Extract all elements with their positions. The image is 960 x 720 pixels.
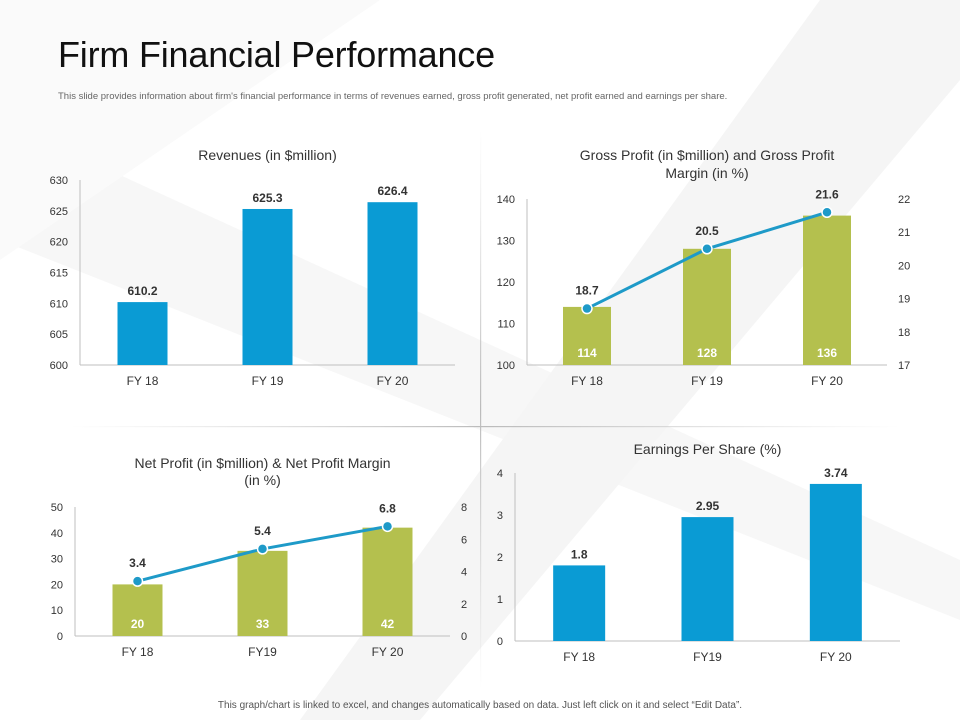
chart2-bar-value-label: 136 bbox=[817, 346, 837, 360]
chart3-y-tick-label: 50 bbox=[51, 502, 63, 514]
chart1-y-tick-label: 605 bbox=[50, 329, 68, 341]
chart4-data-label: 2.95 bbox=[696, 499, 720, 513]
chart1-data-label: 626.4 bbox=[377, 184, 407, 198]
chart2-margin-label: 21.6 bbox=[815, 187, 839, 201]
chart4-bar bbox=[553, 565, 606, 641]
chart1-x-tick-label: FY 20 bbox=[377, 374, 409, 388]
footer-note: This graph/chart is linked to excel, and… bbox=[217, 700, 743, 711]
chart2-bar-value-label: 128 bbox=[697, 346, 717, 360]
chart4-data-label: 3.74 bbox=[824, 466, 848, 480]
chart2-margin-label: 18.7 bbox=[575, 284, 599, 298]
chart1-bar bbox=[117, 302, 168, 365]
chart3-y2-tick-label: 8 bbox=[461, 502, 467, 514]
chart4-x-tick-label: FY 18 bbox=[563, 650, 595, 664]
chart2-bar-value-label: 114 bbox=[577, 346, 597, 360]
chart2-x-tick-label: FY 19 bbox=[691, 374, 723, 388]
chart2-y2-tick-label: 17 bbox=[898, 360, 910, 372]
chart1-y-tick-label: 625 bbox=[50, 206, 68, 218]
chart3-margin-label: 3.4 bbox=[129, 556, 146, 570]
chart3-title: (in %) bbox=[244, 472, 281, 488]
chart1-x-tick-label: FY 19 bbox=[252, 374, 284, 388]
chart2-x-tick-label: FY 20 bbox=[811, 374, 843, 388]
chart4-y-tick-label: 4 bbox=[497, 468, 503, 480]
eps-chart: Earnings Per Share (%) 0 1 2 3 4 FY 18 FY19 FY 2… bbox=[497, 441, 900, 664]
chart3-x-tick-label: FY 20 bbox=[372, 645, 404, 659]
chart1-x-tick-label: FY 18 bbox=[127, 374, 159, 388]
chart2-x-tick-label: FY 18 bbox=[571, 374, 603, 388]
chart1-y-tick-label: 600 bbox=[50, 360, 68, 372]
chart3-y-tick-label: 20 bbox=[51, 579, 63, 591]
chart2-y-tick-label: 100 bbox=[497, 360, 515, 372]
chart3-bar-value-label: 33 bbox=[256, 617, 270, 631]
chart3-x-tick-label: FY19 bbox=[248, 645, 277, 659]
chart3-y2-tick-label: 6 bbox=[461, 534, 467, 546]
chart3-y-tick-label: 10 bbox=[51, 605, 63, 617]
chart3-y2-tick-label: 0 bbox=[461, 631, 467, 643]
chart2-y2-tick-label: 21 bbox=[898, 227, 910, 239]
chart3-y2-tick-label: 2 bbox=[461, 599, 467, 611]
chart3-margin-label: 6.8 bbox=[379, 501, 396, 515]
chart1-bar bbox=[242, 208, 293, 365]
chart1-y-tick-label: 620 bbox=[50, 237, 68, 249]
vertical-divider bbox=[480, 130, 482, 690]
chart3-margin-label: 5.4 bbox=[254, 524, 271, 538]
chart2-bar bbox=[683, 248, 731, 365]
chart4-y-tick-label: 1 bbox=[497, 594, 503, 606]
chart3-bar bbox=[362, 527, 413, 636]
chart2-y2-tick-label: 19 bbox=[898, 294, 910, 306]
chart1-data-label: 625.3 bbox=[252, 191, 282, 205]
chart2-title: Margin (in %) bbox=[665, 165, 748, 181]
chart2-y2-tick-label: 20 bbox=[898, 260, 910, 272]
chart4-bar bbox=[681, 517, 734, 641]
chart3-bar bbox=[112, 584, 163, 636]
chart1-y-tick-label: 615 bbox=[50, 268, 68, 280]
chart3-bar-value-label: 20 bbox=[131, 617, 145, 631]
chart3-y-tick-label: 40 bbox=[51, 528, 63, 540]
chart3-margin-point bbox=[131, 575, 144, 587]
chart2-bar bbox=[803, 215, 851, 365]
chart2-margin-point bbox=[821, 206, 833, 219]
chart3-x-tick-label: FY 18 bbox=[122, 645, 154, 659]
chart2-bar bbox=[563, 306, 611, 365]
chart3-y2-tick-label: 4 bbox=[461, 567, 467, 579]
chart4-y-tick-label: 2 bbox=[497, 552, 503, 564]
gross-profit-chart: Gross Profit (in $million) and Gross Pro… bbox=[497, 147, 911, 388]
chart2-y-tick-label: 140 bbox=[497, 194, 515, 206]
chart3-margin-point bbox=[256, 543, 269, 555]
chart3-title: Net Profit (in $million) & Net Profit Ma… bbox=[135, 455, 391, 471]
page-subtitle: This slide provides information about fi… bbox=[58, 91, 728, 102]
chart3-margin-point bbox=[381, 520, 394, 533]
chart3-bar bbox=[237, 550, 288, 636]
page-title: Firm Financial Performance bbox=[58, 34, 495, 75]
chart1-y-tick-label: 630 bbox=[50, 175, 68, 187]
chart4-y-tick-label: 0 bbox=[497, 636, 503, 648]
chart4-bar bbox=[809, 483, 862, 641]
chart1-y-tick-label: 610 bbox=[50, 298, 68, 310]
chart2-margin-point bbox=[701, 243, 713, 255]
chart4-data-label: 1.8 bbox=[571, 547, 588, 561]
chart3-bar-value-label: 42 bbox=[381, 617, 395, 631]
chart2-margin-label: 20.5 bbox=[695, 224, 719, 238]
chart1-bar bbox=[367, 202, 418, 365]
chart4-x-tick-label: FY 20 bbox=[820, 650, 852, 664]
chart2-y-tick-label: 130 bbox=[497, 236, 515, 248]
chart2-margin-point bbox=[581, 302, 593, 315]
chart4-title: Earnings Per Share (%) bbox=[634, 441, 782, 457]
chart2-y2-tick-label: 22 bbox=[898, 194, 910, 206]
chart4-x-tick-label: FY19 bbox=[693, 650, 722, 664]
horizontal-divider bbox=[70, 426, 900, 428]
chart2-y2-tick-label: 18 bbox=[898, 327, 910, 339]
chart3-y-tick-label: 0 bbox=[57, 631, 63, 643]
chart3-y-tick-label: 30 bbox=[51, 554, 63, 566]
chart2-y-tick-label: 120 bbox=[497, 277, 515, 289]
chart2-y-tick-label: 110 bbox=[497, 319, 515, 331]
net-profit-chart: Net Profit (in $million) & Net Profit Ma… bbox=[51, 455, 467, 659]
chart1-data-label: 610.2 bbox=[127, 284, 157, 298]
revenues-chart: Revenues (in $million) 600 605 610 615 620 625… bbox=[50, 147, 455, 388]
chart1-title: Revenues (in $million) bbox=[198, 147, 337, 163]
chart2-title: Gross Profit (in $million) and Gross Pro… bbox=[580, 147, 835, 163]
chart4-y-tick-label: 3 bbox=[497, 510, 503, 522]
